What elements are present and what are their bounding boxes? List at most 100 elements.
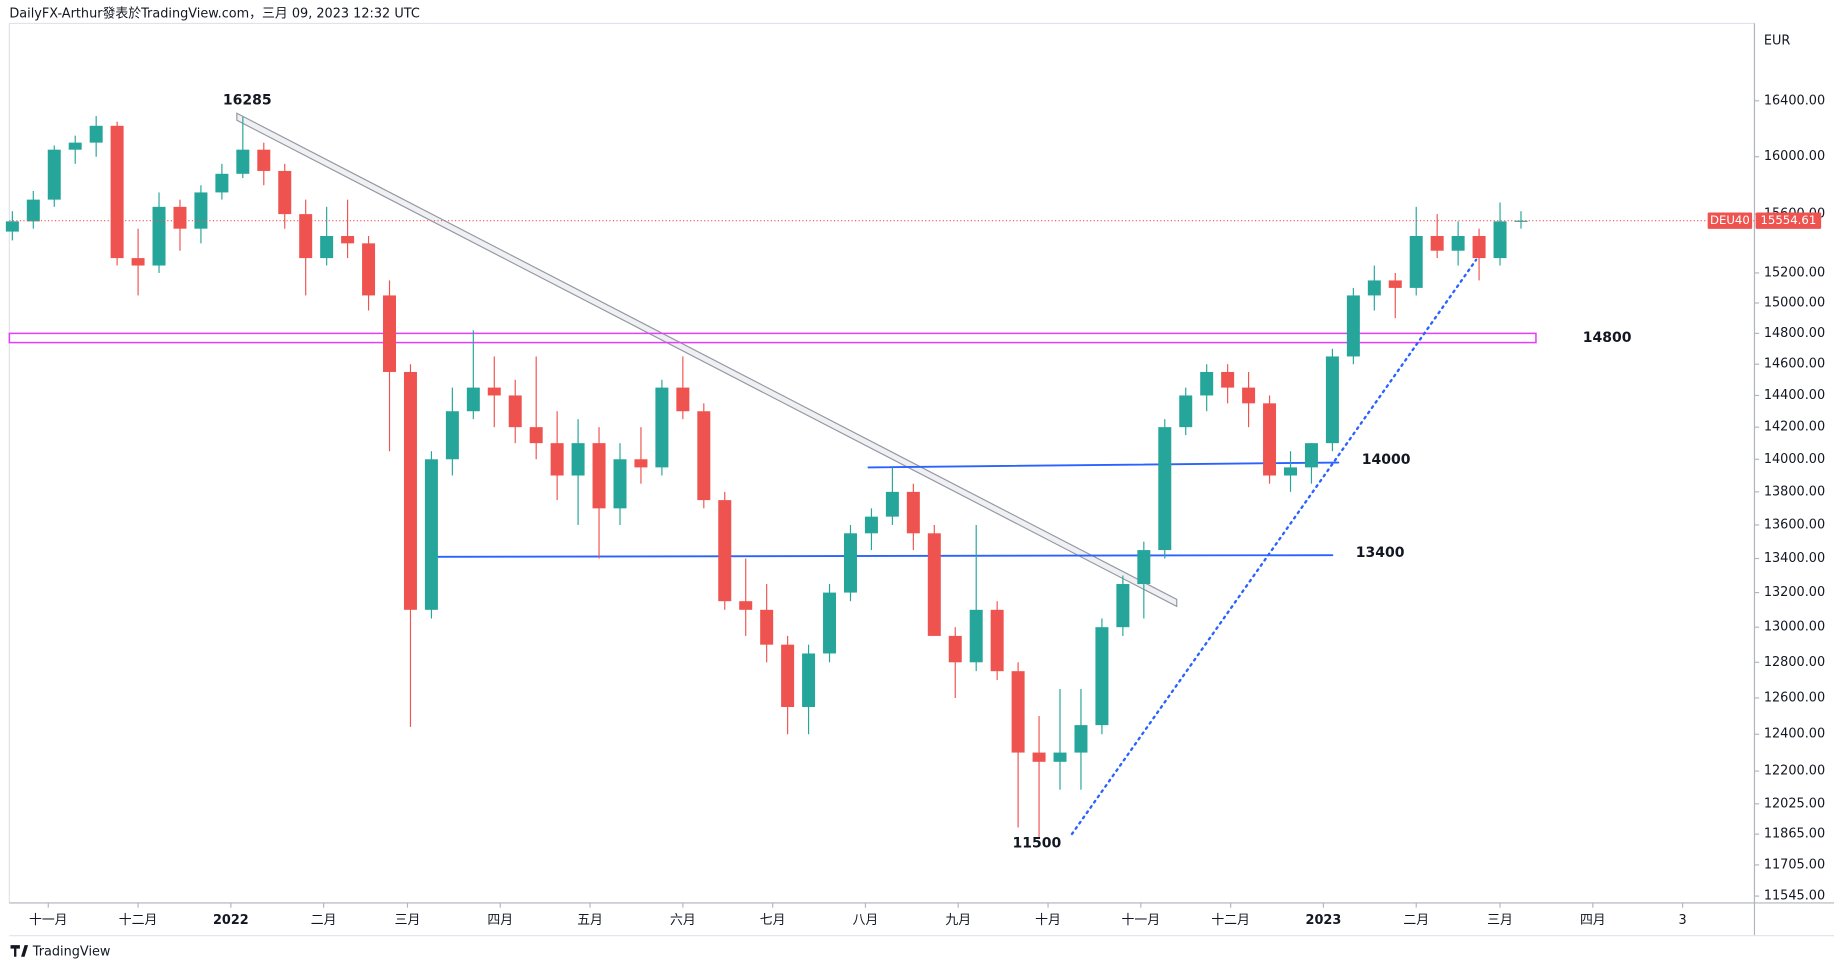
candle-body [215,173,229,193]
candle-body [1325,356,1339,444]
drawing-label: 14800 [1583,330,1632,346]
x-tick-label: 十一月 [29,913,68,928]
trend-channel [236,112,1178,608]
level-line [433,554,1334,558]
x-tick-label: 十二月 [1211,913,1250,928]
candle-body [1116,584,1130,628]
candle-body [885,491,899,517]
y-tick-label: 14200.00 [1764,420,1825,435]
candle-body [68,142,82,150]
candle-body [1179,395,1193,428]
candle-body [864,516,878,534]
candle-body [257,149,271,171]
candle-body [550,443,564,476]
y-tick-label: 12600.00 [1764,690,1825,705]
candle-body [1472,235,1486,259]
candle-body [697,411,711,501]
x-tick-label: 2022 [213,913,249,928]
drawing-label: 14000 [1362,452,1411,468]
candle-body [718,500,732,602]
candle-body [802,653,816,707]
brand: TradingView [32,945,111,960]
candle-body [383,295,397,372]
candle-body [843,533,857,593]
y-tick-label: 14000.00 [1764,452,1825,467]
x-tick-label: 三月 [395,913,421,928]
candle-body [760,609,774,645]
x-tick-label: 十二月 [119,913,158,928]
drawing-label: 13400 [1356,545,1405,561]
candle-body [1095,627,1109,726]
y-tick-label: 11705.00 [1764,857,1825,872]
candle-body [194,192,208,229]
candle-body [1514,220,1528,222]
y-tick-label: 16000.00 [1764,149,1825,164]
y-tick-label: 11545.00 [1764,889,1825,904]
candle-body [948,635,962,663]
y-tick-label: 12025.00 [1764,796,1825,811]
candle-body [1367,280,1381,296]
x-tick-label: 五月 [577,913,603,928]
candle-body [969,609,983,663]
candle-body [1074,725,1088,753]
candle-body [131,258,145,266]
attribution: DailyFX-Arthur發表於TradingView.com，三月 09, … [9,6,419,22]
candle-body [927,533,941,636]
candle-body [1263,403,1277,476]
candle-body [236,149,250,174]
candle-body [571,443,585,476]
candle-body [1242,387,1256,404]
candle-body [529,427,543,444]
candle-body [1137,550,1151,585]
candle-body [424,459,438,610]
candle-body [906,491,920,534]
candle-body [676,387,690,412]
candle-body [320,235,334,259]
logo [10,945,29,957]
x-tick-label: 三月 [1487,913,1513,928]
y-tick-label: 14400.00 [1764,388,1825,403]
candle-body [1011,671,1025,753]
candle-body [1032,752,1046,762]
candle-body [592,443,606,509]
candle-body [362,243,376,296]
y-tick-label: 14800.00 [1764,326,1825,341]
price-tag-bg [1755,212,1822,229]
candle-body [1158,427,1172,551]
price-tag: 15554.61 [1760,213,1816,227]
candle-body [1221,371,1235,388]
candle-body [26,199,40,222]
candle-body [1304,443,1318,468]
drawing-label: 16285 [223,92,272,108]
candle-body [1388,280,1402,288]
candle-body [1430,235,1444,251]
candle-body [403,371,417,610]
candle-body [1346,295,1360,357]
candle-body [466,387,480,412]
x-tick-label: 四月 [487,913,513,928]
y-tick-label: 13600.00 [1764,517,1825,532]
y-tick-label: 13200.00 [1764,585,1825,600]
x-tick-label: 二月 [311,913,337,928]
y-tick-label: 12200.00 [1764,764,1825,779]
candles [5,116,1528,838]
level-line [867,461,1340,469]
candle-body [445,411,459,460]
candle-body [739,601,753,610]
x-tick-label: 十月 [1035,913,1061,928]
dotted-trendline [1070,258,1478,836]
y-tick-label: 15000.00 [1764,295,1825,310]
y-tick-label: 14600.00 [1764,357,1825,372]
x-tick-label: 六月 [670,913,696,928]
symbol-tag: DEU40 [1710,213,1750,227]
candle-body [110,125,124,259]
candle-body [341,235,355,244]
candle-body [634,459,648,468]
candle-body [487,387,501,396]
candle-body [655,387,669,468]
candle-body [173,206,187,229]
y-tick-label: 13400.00 [1764,551,1825,566]
candle-body [508,395,522,428]
candle-body [990,609,1004,672]
